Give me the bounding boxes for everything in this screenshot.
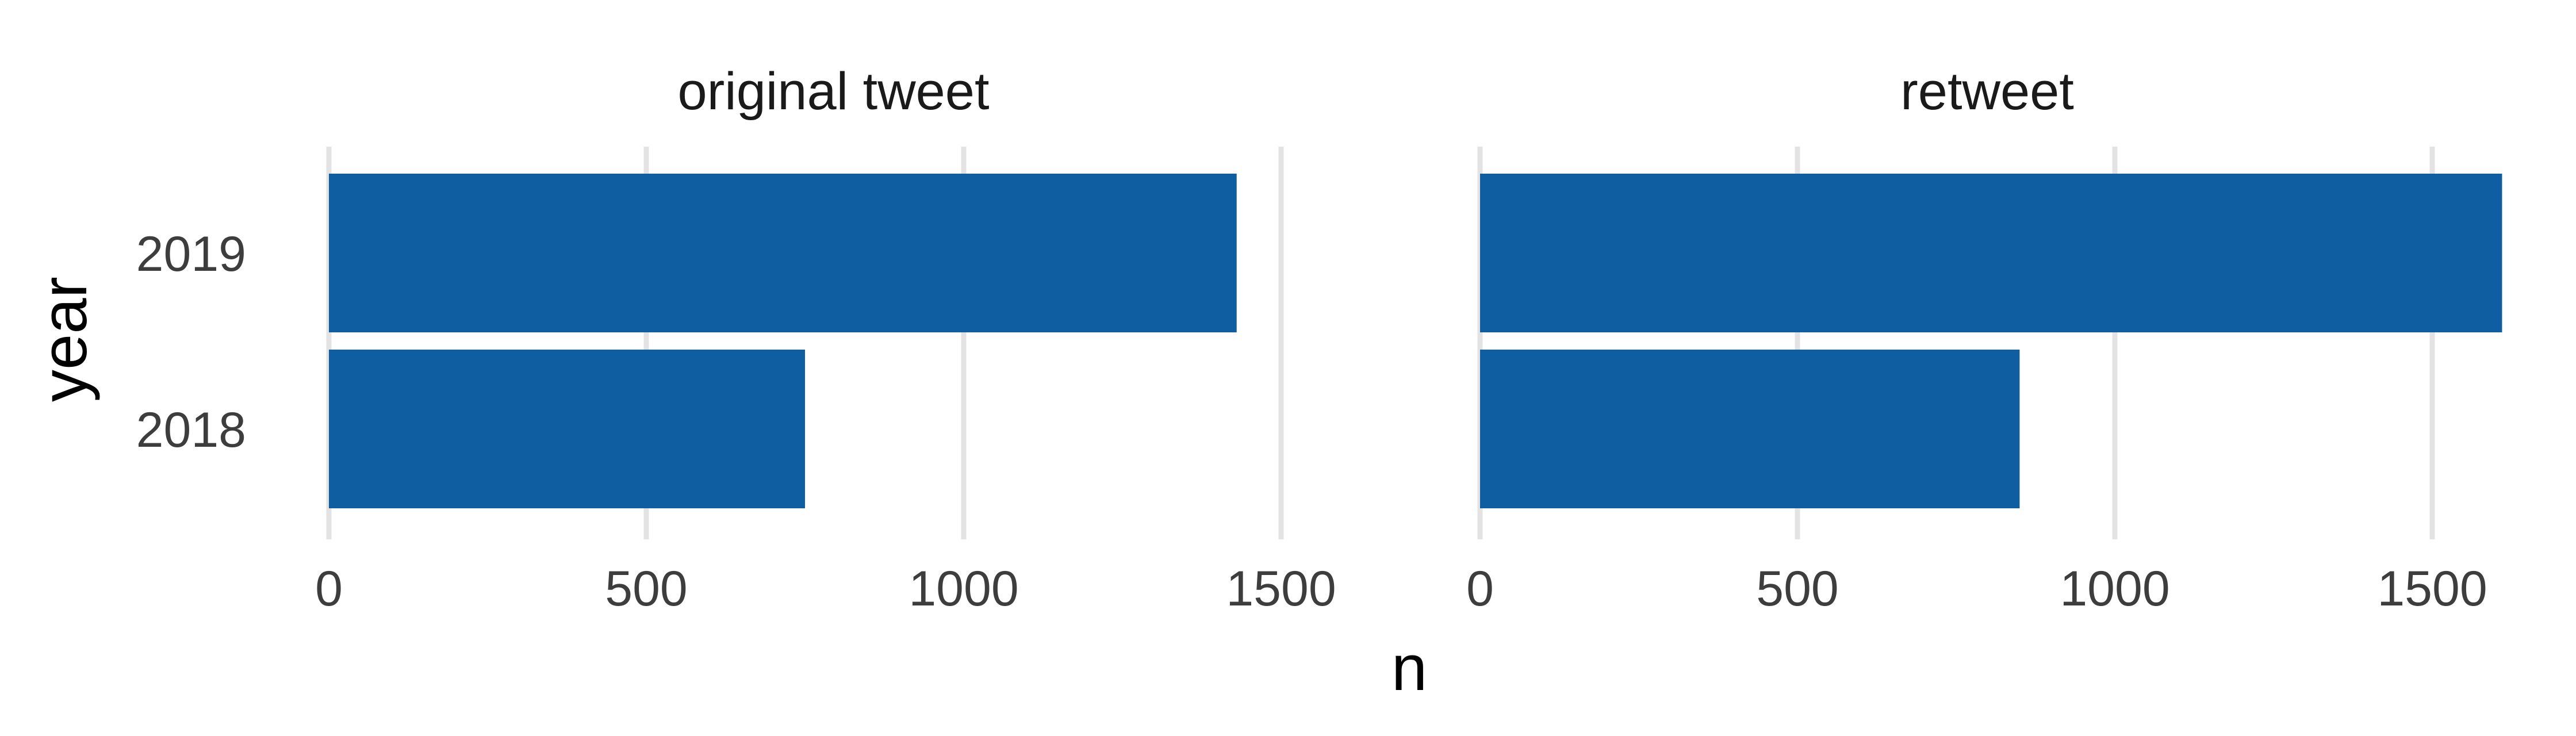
x-axis-title: n <box>1392 632 1427 704</box>
bar-2019 <box>329 174 1237 332</box>
bar-2018 <box>329 350 805 508</box>
y-tick-label: 2019 <box>136 227 246 282</box>
x-tick-label: 0 <box>315 561 343 616</box>
facet-strip-label: original tweet <box>677 62 989 121</box>
x-tick-label: 1500 <box>1226 561 1336 616</box>
y-axis-title: year <box>28 277 100 402</box>
y-axis: 2018 2019 <box>136 227 246 458</box>
x-tick-label: 500 <box>605 561 688 616</box>
y-tick-label: 2018 <box>136 402 246 458</box>
bar-2019 <box>1480 174 2502 332</box>
facets: original tweet 0 500 1000 1500 retweet 0 500 100… <box>315 62 2502 616</box>
x-tick-label: 1000 <box>908 561 1018 616</box>
facet-strip-label: retweet <box>1900 62 2074 121</box>
x-tick-label: 0 <box>1466 561 1494 616</box>
x-tick-label: 1000 <box>2060 561 2169 616</box>
x-tick-label: 500 <box>1756 561 1839 616</box>
x-tick-label: 1500 <box>2377 561 2487 616</box>
facet-panel-2: retweet 0 500 1000 1500 <box>1466 62 2502 616</box>
facet-panel-1: original tweet 0 500 1000 1500 <box>315 62 1336 616</box>
bar-2018 <box>1480 350 2020 508</box>
